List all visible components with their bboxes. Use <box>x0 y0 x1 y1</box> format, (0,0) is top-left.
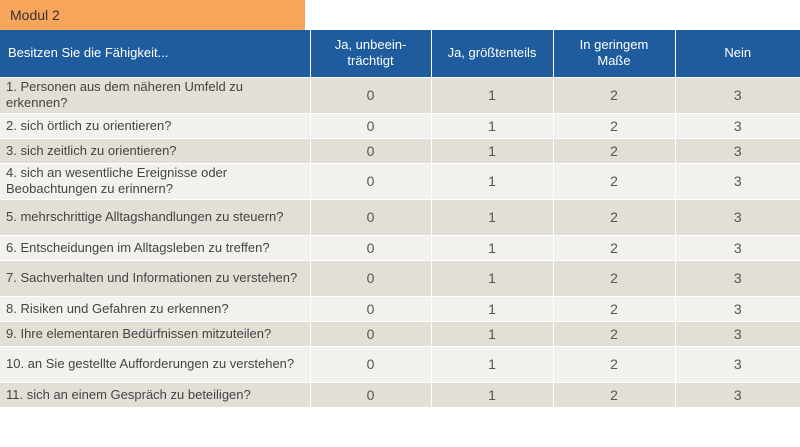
score-cell: 3 <box>674 137 800 163</box>
row-question: 1. Personen aus dem näheren Umfeld zu er… <box>0 76 310 113</box>
header-ja-unbeeintraechtigt: Ja, unbeein- trächtigt <box>309 30 431 77</box>
score-cell: 3 <box>674 345 800 382</box>
table-row: 9. Ihre elementaren Bedürfnissen mitzute… <box>0 320 800 346</box>
score-cell: 1 <box>430 381 553 407</box>
score-cell: 1 <box>430 234 553 260</box>
score-cell: 0 <box>309 162 431 199</box>
score-cell: 2 <box>552 76 675 113</box>
score-cell: 1 <box>430 112 553 138</box>
score-cell: 0 <box>309 381 431 407</box>
table-row: 1. Personen aus dem näheren Umfeld zu er… <box>0 76 800 113</box>
score-cell: 0 <box>309 112 431 138</box>
header-row: Besitzen Sie die Fähigkeit... Ja, unbeei… <box>0 30 800 77</box>
score-cell: 0 <box>309 320 431 346</box>
score-cell: 3 <box>674 162 800 199</box>
header-in-geringem-masse-label: In geringem Maße <box>579 37 649 69</box>
score-cell: 3 <box>674 234 800 260</box>
table-row: 11. sich an einem Gespräch zu beteiligen… <box>0 381 800 407</box>
score-cell: 1 <box>430 198 553 235</box>
score-cell: 1 <box>430 137 553 163</box>
table-row: 2. sich örtlich zu orientieren? 0 1 2 3 <box>0 112 800 138</box>
score-cell: 2 <box>552 295 675 321</box>
score-cell: 0 <box>309 345 431 382</box>
score-cell: 0 <box>309 76 431 113</box>
score-cell: 3 <box>674 381 800 407</box>
score-cell: 1 <box>430 320 553 346</box>
header-question: Besitzen Sie die Fähigkeit... <box>0 30 310 77</box>
score-cell: 2 <box>552 259 675 296</box>
score-cell: 1 <box>430 76 553 113</box>
row-question: 6. Entscheidungen im Alltagsleben zu tre… <box>0 234 310 260</box>
row-question: 10. an Sie gestellte Aufforderungen zu v… <box>0 345 310 382</box>
table-row: 4. sich an wesentliche Ereignisse oder B… <box>0 162 800 199</box>
score-cell: 1 <box>430 345 553 382</box>
score-cell: 1 <box>430 162 553 199</box>
score-cell: 2 <box>552 162 675 199</box>
assessment-table: Besitzen Sie die Fähigkeit... Ja, unbeei… <box>0 30 800 407</box>
score-cell: 3 <box>674 320 800 346</box>
table-row: 8. Risiken und Gefahren zu erkennen? 0 1… <box>0 295 800 321</box>
score-cell: 0 <box>309 198 431 235</box>
row-question: 5. mehrschrittige Alltagshandlungen zu s… <box>0 198 310 235</box>
table-row: 7. Sachverhalten und Informationen zu ve… <box>0 259 800 296</box>
row-question: 7. Sachverhalten und Informationen zu ve… <box>0 259 310 296</box>
score-cell: 2 <box>552 381 675 407</box>
score-cell: 3 <box>674 112 800 138</box>
score-cell: 2 <box>552 320 675 346</box>
row-question: 11. sich an einem Gespräch zu beteiligen… <box>0 381 310 407</box>
score-cell: 2 <box>552 345 675 382</box>
score-cell: 3 <box>674 259 800 296</box>
score-cell: 0 <box>309 137 431 163</box>
score-cell: 2 <box>552 112 675 138</box>
score-cell: 0 <box>309 234 431 260</box>
score-cell: 2 <box>552 198 675 235</box>
score-cell: 2 <box>552 137 675 163</box>
score-cell: 1 <box>430 259 553 296</box>
score-cell: 0 <box>309 295 431 321</box>
score-cell: 3 <box>674 76 800 113</box>
table-row: 3. sich zeitlich zu orientieren? 0 1 2 3 <box>0 137 800 163</box>
header-ja-unbeeintraechtigt-label: Ja, unbeein- trächtigt <box>334 37 407 69</box>
header-in-geringem-masse: In geringem Maße <box>552 30 675 77</box>
row-question: 8. Risiken und Gefahren zu erkennen? <box>0 295 310 321</box>
score-cell: 2 <box>552 234 675 260</box>
header-ja-groesstenteils: Ja, größtenteils <box>430 30 553 77</box>
table-row: 10. an Sie gestellte Aufforderungen zu v… <box>0 345 800 382</box>
row-question: 4. sich an wesentliche Ereignisse oder B… <box>0 162 310 199</box>
score-cell: 3 <box>674 295 800 321</box>
table-row: 5. mehrschrittige Alltagshandlungen zu s… <box>0 198 800 235</box>
row-question: 3. sich zeitlich zu orientieren? <box>0 137 310 163</box>
row-question: 9. Ihre elementaren Bedürfnissen mitzute… <box>0 320 310 346</box>
header-nein: Nein <box>674 30 800 77</box>
score-cell: 0 <box>309 259 431 296</box>
score-cell: 1 <box>430 295 553 321</box>
row-question: 2. sich örtlich zu orientieren? <box>0 112 310 138</box>
table-row: 6. Entscheidungen im Alltagsleben zu tre… <box>0 234 800 260</box>
module-tab: Modul 2 <box>0 0 305 30</box>
score-cell: 3 <box>674 198 800 235</box>
